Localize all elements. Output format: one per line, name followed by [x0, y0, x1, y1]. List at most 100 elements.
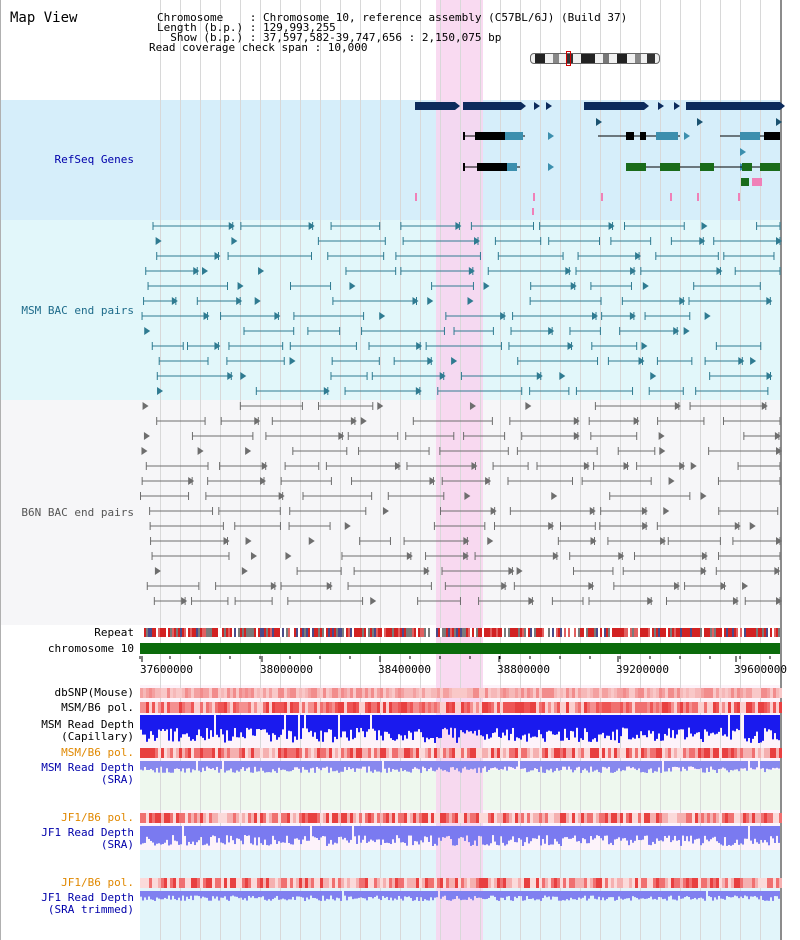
dbsnp-strip: [398, 688, 401, 698]
jf1-pol-trim-strip: [386, 878, 389, 888]
msm-depth-cap-bar: [340, 715, 342, 738]
repeat-segment: [416, 628, 418, 637]
msm-depth-cap-bar: [678, 715, 680, 730]
jf1-trim-bar: [514, 891, 516, 897]
msm-depth-sra-bar: [622, 761, 624, 771]
jf1-trim-bar: [246, 891, 248, 901]
msm-depth-sra-bar: [352, 761, 354, 769]
jf1-trim-bar: [490, 891, 492, 896]
msm-pol-sra-strip: [269, 748, 272, 758]
msm-depth-cap-bar: [416, 715, 418, 732]
repeat-segment: [504, 628, 506, 637]
msm-pol-strip: [695, 702, 698, 713]
msm-pol-strip: [224, 702, 227, 713]
msm-depth-sra-bar: [708, 761, 710, 772]
msm-pol-strip: [248, 702, 251, 713]
msm-depth-sra-bar: [358, 761, 360, 769]
jf1-trim-bar: [474, 891, 476, 897]
grid-line: [740, 0, 741, 940]
jf1-depth-bar: [752, 826, 754, 844]
msm-depth-cap-bar: [696, 715, 698, 733]
jf1-trim-bar: [338, 891, 340, 899]
jf1-trim-bar: [650, 891, 652, 897]
jf1-pol-strip: [527, 813, 530, 823]
msm-depth-sra-bar: [334, 761, 336, 772]
msm-depth-sra-bar: [616, 761, 618, 771]
dbsnp-strip: [668, 688, 671, 698]
jf1-depth-bar: [738, 826, 740, 845]
dbsnp-strip: [770, 688, 773, 698]
jf1-pol-strip: [422, 813, 425, 823]
msm-depth-sra-bar: [516, 761, 518, 767]
repeat-segment: [708, 628, 710, 637]
msm-depth-sra-bar: [562, 761, 564, 767]
jf1-depth-bar: [672, 826, 674, 841]
msm-pol-sra-strip: [287, 748, 290, 758]
jf1-depth-bar: [206, 826, 208, 844]
refseq-gene-arrow: [740, 148, 746, 156]
msm-pol-strip: [467, 702, 470, 713]
jf1-pol-strip: [731, 813, 734, 823]
dbsnp-strip: [287, 688, 290, 698]
msm-depth-cap-bar: [694, 715, 696, 735]
jf1-pol-strip: [602, 813, 605, 823]
msm-pol-sra-strip: [479, 748, 482, 758]
dbsnp-strip: [680, 688, 683, 698]
jf1-pol-trim-strip: [398, 878, 401, 888]
msm-bac-arrow: [629, 312, 636, 320]
repeat-segment: [468, 628, 470, 637]
msm-pol-strip: [734, 702, 737, 713]
msm-pol-sra-strip: [206, 748, 209, 758]
dbsnp-strip: [740, 688, 743, 698]
msm-depth-sra-bar: [368, 761, 370, 767]
repeat-label: Repeat: [94, 626, 134, 639]
dbsnp-strip: [527, 688, 530, 698]
jf1-depth-bar: [658, 826, 660, 841]
dbsnp-strip: [347, 688, 350, 698]
msm-depth-sra-bar: [338, 761, 340, 773]
msm-bac-label[interactable]: MSM BAC end pairs: [21, 304, 134, 317]
b6n-bac-arrow: [254, 417, 261, 425]
refseq-genes-label[interactable]: RefSeq Genes: [54, 153, 134, 166]
jf1-trim-bar: [586, 891, 588, 901]
msm-depth-cap-bar: [668, 715, 670, 729]
jf1-pol-strip: [143, 813, 146, 823]
jf1-depth-bar: [662, 826, 664, 842]
grid-line: [460, 0, 461, 940]
jf1-trim-bar: [190, 891, 192, 896]
msm-pol-strip: [164, 702, 167, 713]
jf1-pol-strip: [311, 813, 314, 823]
msm-depth-sra-bar: [726, 761, 728, 771]
msm-depth-cap-bar: [350, 715, 352, 730]
msm-depth-sra-bar: [260, 761, 262, 768]
msm-depth-sra-bar: [364, 761, 366, 767]
msm-pol-sra-strip: [764, 748, 767, 758]
jf1-trim-bar: [152, 891, 154, 900]
jf1-depth-bar: [140, 826, 142, 845]
jf1-trim-bar: [174, 891, 176, 900]
jf1-depth-bar: [734, 826, 736, 844]
msm-bac-arrow: [716, 267, 723, 275]
grid-line: [580, 0, 581, 940]
jf1-depth-bar: [250, 826, 252, 844]
jf1-trim-bar: [670, 891, 672, 896]
jf1-pol-strip: [305, 813, 308, 823]
repeat-segment: [596, 628, 598, 637]
jf1-depth-bar: [298, 826, 300, 840]
dbsnp-strip: [353, 688, 356, 698]
msm-pol-sra-strip: [533, 748, 536, 758]
dbsnp-strip: [641, 688, 644, 698]
jf1-trim-bar: [442, 891, 444, 897]
chromosome-ideogram[interactable]: [530, 53, 660, 64]
msm-bac-arrow: [274, 312, 281, 320]
b6n-bac-label[interactable]: B6N BAC end pairs: [21, 506, 134, 519]
msm-depth-cap-bar: [374, 715, 376, 731]
dbsnp-strip: [722, 688, 725, 698]
b6n-bac-arrow: [641, 507, 648, 515]
jf1-depth-bar: [714, 826, 716, 837]
jf1-trim-bar: [276, 891, 278, 896]
msm-depth-sra-bar: [716, 761, 718, 773]
jf1-pol-trim-strip: [230, 878, 233, 888]
dbsnp-strip: [779, 688, 782, 698]
repeat-segment: [766, 628, 768, 637]
